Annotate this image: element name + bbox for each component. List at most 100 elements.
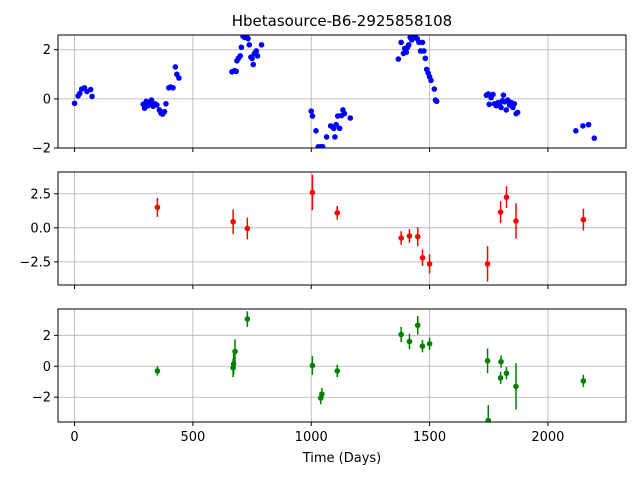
panel-1-data-point [591,135,598,141]
panel-2-frame [57,171,627,286]
x-tick-label: 2000 [531,430,564,445]
panel-3-data [154,311,587,422]
panel-1-data-point [405,42,412,48]
panel-1-data-point [76,90,83,97]
panel-2-data-point [484,261,491,267]
panel-1-data-point [422,55,429,62]
panel-3-y-tick-label: −2 [32,391,51,406]
panel-1-data-point [486,101,493,108]
panel-2-data-point [414,233,421,240]
panel-1-data-point [428,77,434,84]
panel-3-data-point [426,341,433,347]
panels-group: −2 0 2 −2.5 0.0 2.5 −2 0 2 0 500 1000 1500 2000 [19,34,627,445]
panel-2-data-point [230,218,236,225]
panel-1-data-point [490,91,496,98]
panel-2-data-point [497,209,504,215]
panel-1-data-point [419,39,426,46]
panel-3-data-point [406,338,413,345]
x-tick-label: 1000 [295,430,328,445]
panel-1-data-point [333,121,339,128]
panel-3-frame [57,308,627,423]
panel-3-data-point [484,358,491,364]
panel-1-data-point [87,86,94,93]
panel-1-data-point [161,108,168,115]
panel-3-data-point [485,417,492,422]
panel-1-data-point [170,85,176,91]
panel-1-data-point [246,42,253,48]
panel-1-data-point [503,107,510,113]
panel-3-data-point [419,343,426,349]
panel-1-data-point [585,121,592,128]
panel-1-data-point [233,68,240,75]
x-tick-label: 500 [180,430,205,445]
panel-1-data-point [431,86,438,92]
panel-2-data-point [419,254,426,261]
panel-1-data-point [309,113,316,119]
panel-1-data-point [313,128,319,134]
panel-1-frame [57,34,627,149]
panel-2-y-tick-label: 2.5 [30,187,51,202]
panel-3-data-point [497,375,504,381]
x-tick-label: 0 [70,430,78,445]
panel-1-data-point [249,55,255,62]
panel-3-y-tick-label: 2 [43,329,51,344]
panel-3-data-point [398,331,404,338]
panel-2-data-point [513,218,519,224]
panel-2-data-point [580,216,587,223]
panel-1-data-point [308,108,315,114]
panel-2-data-point [406,233,413,239]
panel-1-data-point [238,44,245,51]
panel-3-data-point [232,348,238,355]
panel-1-y-tick-label: 2 [43,43,51,58]
panel-2-data-point [398,235,404,241]
panel-1: −2 0 2 [32,34,627,157]
panel-1-data-point [511,100,518,107]
panel-2-data-point [503,194,510,200]
panel-1-data-point [433,98,440,105]
panel-1-data-point [250,61,257,68]
panel-1-data-point [421,48,427,54]
panel-3-data-point [513,383,519,390]
panel-2-data [154,174,587,282]
panel-3-data-point [319,391,325,397]
panel-1-data-point [237,53,244,59]
panel-1-data-point [398,39,404,46]
panel-1-data-point [395,56,402,62]
panel-1-data-point [148,97,155,103]
panel-1-data-point [154,102,160,108]
panel-2-y-tick-label: −2.5 [19,255,51,270]
panel-3-data-point [503,370,510,377]
panel-3-data-point [334,368,341,374]
panel-2-y-tick-label: 0.0 [30,221,51,236]
panel-2-data-point [309,189,316,196]
panel-1-data-point [89,93,95,100]
panel-1-data-point [172,64,179,70]
panel-1-data-point [319,143,326,148]
panel-2-data-point [244,225,251,232]
panel-1-data [71,35,598,148]
panel-3-data-point [414,322,421,329]
panel-2-data-point [154,204,161,211]
panel-1-data-point [341,110,348,117]
panel-1-data-point [163,100,169,107]
panel-1-data-point [573,128,579,134]
panel-1-data-point [71,100,78,107]
panel-1-data-point [332,134,338,140]
panel-1-data-point [514,109,521,116]
panel-2: −2.5 0.0 2.5 [19,171,627,289]
panel-3-data-point [244,316,251,322]
panel-1-data-point [258,42,265,48]
panel-1-data-point [347,115,354,121]
panel-3-data-point [309,362,316,369]
panel-3-data-point [498,358,504,365]
panel-1-data-point [580,123,586,129]
panel-3-data-point [580,378,587,384]
panel-1-data-point [498,104,504,111]
panel-3-data-point [154,368,161,374]
panel-1-data-point [245,35,251,42]
panel-1-data-point [500,92,507,98]
panel-2-data-point [426,261,433,267]
chart-title: Hbetasource-B6-2925858108 [232,12,452,30]
